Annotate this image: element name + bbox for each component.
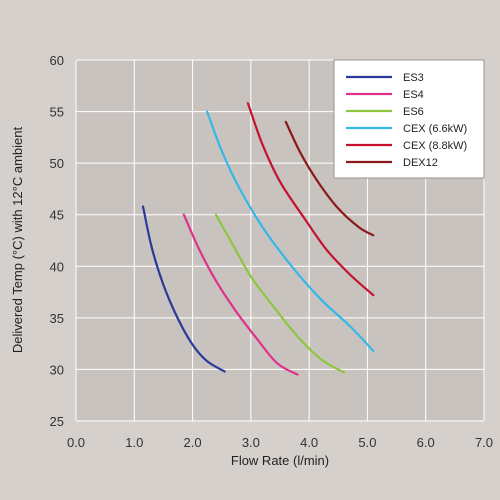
x-tick-label: 0.0 bbox=[67, 435, 85, 450]
y-tick-label: 50 bbox=[50, 156, 64, 171]
x-tick-label: 4.0 bbox=[300, 435, 318, 450]
y-tick-label: 55 bbox=[50, 105, 64, 120]
series-line-cex-8-8kw bbox=[246, 102, 375, 297]
legend: ES3 ES4 ES6 CEX (6.6kW) CEX (8.8kW) DEX12 bbox=[333, 59, 485, 179]
x-tick-label: 1.0 bbox=[125, 435, 143, 450]
y-tick-label: 25 bbox=[50, 414, 64, 429]
ticks: 0.0 1.0 2.0 3.0 4.0 5.0 6.0 7.0 25 30 35 40 45 50 55 60 bbox=[50, 53, 494, 450]
series-line-es4 bbox=[182, 213, 299, 376]
legend-label-es3: ES3 bbox=[403, 72, 424, 84]
y-tick-label: 35 bbox=[50, 311, 64, 326]
legend-label-cex-6-6kw: CEX (6.6kW) bbox=[403, 123, 467, 135]
series-line-cex-6-6kw bbox=[206, 110, 375, 352]
series-line-es6 bbox=[214, 213, 346, 374]
y-tick-label: 30 bbox=[50, 362, 64, 377]
legend-label-es4: ES4 bbox=[403, 89, 424, 101]
y-tick-label: 45 bbox=[50, 208, 64, 223]
x-tick-label: 3.0 bbox=[242, 435, 260, 450]
series-line-dex12 bbox=[284, 120, 375, 237]
x-tick-label: 2.0 bbox=[184, 435, 202, 450]
x-axis-title: Flow Rate (l/min) bbox=[231, 453, 329, 468]
y-axis-title: Delivered Temp (°C) with 12°C ambient bbox=[10, 127, 25, 354]
y-tick-label: 40 bbox=[50, 259, 64, 274]
series-line-es3 bbox=[141, 205, 226, 373]
series-group bbox=[141, 102, 375, 376]
legend-box bbox=[333, 59, 485, 179]
x-tick-label: 7.0 bbox=[475, 435, 493, 450]
legend-label-cex-8-8kw: CEX (8.8kW) bbox=[403, 140, 467, 152]
x-tick-label: 5.0 bbox=[358, 435, 376, 450]
legend-label-dex12: DEX12 bbox=[403, 157, 438, 169]
y-tick-label: 60 bbox=[50, 53, 64, 68]
legend-label-es6: ES6 bbox=[403, 106, 424, 118]
x-tick-label: 6.0 bbox=[417, 435, 435, 450]
